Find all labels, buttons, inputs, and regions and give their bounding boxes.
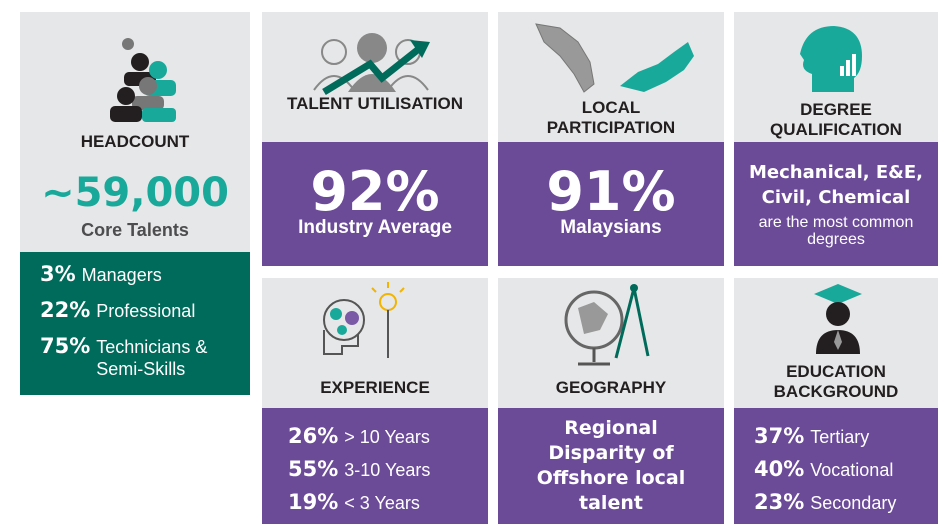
breakdown-value: 26% [288,424,339,448]
experience-breakdown: 26% > 10 Years 55% 3-10 Years 19% < 3 Years [262,408,488,524]
panel-title: EXPERIENCE [320,378,430,397]
breakdown-row: 75% Technicians & Semi-Skills [40,334,250,379]
value-label: Malaysians [560,217,662,238]
breakdown-row: 40% Vocational [754,457,938,490]
local-value-panel: 91% Malaysians [498,142,724,266]
breakdown-row: 55% 3-10 Years [288,457,488,490]
breakdown-label: Vocational [810,460,894,480]
headcount-label: Core Talents [81,220,189,240]
growth-icon [313,33,430,95]
breakdown-value: 19% [288,490,339,514]
breakdown-list: 37% Tertiary 40% Vocational 23% Secondary [754,424,938,523]
brain-icon [323,282,405,358]
panel-title: LOCAL PARTICIPATION [546,98,676,137]
breakdown-value: 40% [754,457,805,481]
breakdown-value: 55% [288,457,339,481]
breakdown-value: 75% [40,334,91,358]
geography-panel: GEOGRAPHY [498,278,724,408]
value-label: Industry Average [298,217,452,238]
breakdown-row: 37% Tertiary [754,424,938,457]
talent-panel: TALENT UTILISATION [262,12,488,142]
breakdown-value: 3% [40,262,76,286]
breakdown-label: Professional [96,301,196,321]
breakdown-label: Managers [81,265,162,285]
big-value: 91% [546,160,676,223]
talent-value-panel: 92% Industry Average [262,142,488,266]
people-icon [110,38,176,122]
breakdown-list: 3% Managers 22% Professional 75% Technicians … [40,262,250,379]
degree-value-panel: Mechanical, E&E, Civil, Chemical are the… [734,142,938,266]
breakdown-value: 23% [754,490,805,514]
head-icon [800,26,862,92]
big-value: 92% [310,160,440,223]
education-panel: EDUCATION BACKGROUND [734,278,938,408]
breakdown-row: 23% Secondary [754,490,938,523]
panel-title: TALENT UTILISATION [287,94,463,113]
breakdown-row: 19% < 3 Years [288,490,488,523]
breakdown-value: 37% [754,424,805,448]
local-panel: LOCAL PARTICIPATION [498,12,724,142]
geography-text: Regional Disparity of Offshore local tal… [536,417,686,514]
headcount-breakdown: 3% Managers 22% Professional 75% Technicians … [20,252,250,395]
panel-title: DEGREE QUALIFICATION [770,100,902,139]
geography-value-panel: Regional Disparity of Offshore local tal… [498,408,724,524]
breakdown-row: 22% Professional [40,298,250,334]
breakdown-label: > 10 Years [344,427,430,447]
graduate-icon [814,284,862,354]
panel-title: EDUCATION BACKGROUND [773,362,899,401]
breakdown-row: 26% > 10 Years [288,424,488,457]
breakdown-label: < 3 Years [344,493,420,513]
breakdown-list: 26% > 10 Years 55% 3-10 Years 19% < 3 Years [288,424,488,523]
breakdown-label: Technicians & Semi-Skills [96,337,208,379]
breakdown-label: 3-10 Years [344,460,431,480]
panel-title: HEADCOUNT [80,132,190,151]
headcount-value: ~59,000 [41,170,229,216]
experience-panel: EXPERIENCE [262,278,488,408]
breakdown-label: Tertiary [810,427,870,447]
degree-label: are the most common degrees [758,214,914,248]
education-breakdown: 37% Tertiary 40% Vocational 23% Secondary [734,408,938,524]
map-icon [535,23,694,93]
globe-icon [564,284,650,366]
panel-title: GEOGRAPHY [555,378,667,397]
breakdown-row: 3% Managers [40,262,250,298]
breakdown-value: 22% [40,298,91,322]
headcount-panel: HEADCOUNT ~59,000 Core Talents [20,12,250,252]
breakdown-label: Secondary [810,493,897,513]
degree-panel: DEGREE QUALIFICATION [734,12,938,142]
degree-highlight: Mechanical, E&E, Civil, Chemical [749,162,923,208]
